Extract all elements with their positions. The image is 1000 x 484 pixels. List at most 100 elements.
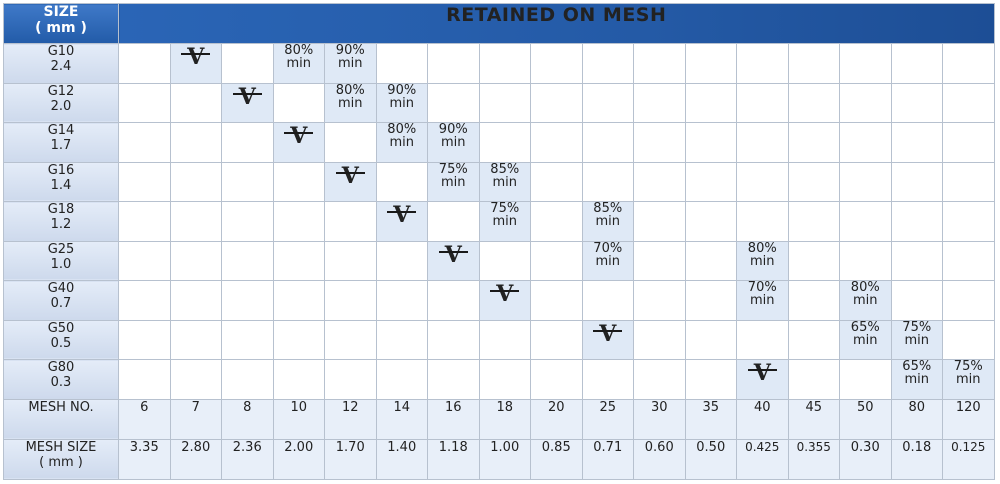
empty-cell <box>890 122 943 163</box>
empty-cell <box>942 82 995 123</box>
retention-value-cell: 65% min <box>890 359 943 400</box>
retention-qualifier: min <box>492 174 517 190</box>
empty-cell <box>478 359 531 400</box>
empty-cell <box>118 82 171 123</box>
mesh-number-cell: 10 <box>272 398 325 440</box>
retention-percent: 80% <box>387 122 417 137</box>
empty-cell <box>633 201 686 242</box>
empty-cell <box>375 240 428 281</box>
empty-cell <box>478 240 531 281</box>
grade-label-cell: G14 1.7 <box>3 122 119 163</box>
mesh-size-cell: 0.30 <box>839 438 892 480</box>
check-mark-cell: V <box>427 240 480 281</box>
empty-cell <box>118 240 171 281</box>
retention-value-cell: 75% min <box>942 359 995 400</box>
empty-cell <box>272 161 325 202</box>
retention-percent: 75% <box>490 201 520 216</box>
empty-cell <box>530 122 583 163</box>
grade-name: G12 <box>47 83 75 99</box>
empty-cell <box>633 359 686 400</box>
grade-size: 2.4 <box>50 59 72 74</box>
grade-name: G14 <box>47 123 75 138</box>
mesh-retention-table: SIZE ( mm ) RETAINED ON MESH G10 2.4 V 80% m… <box>3 3 995 480</box>
empty-cell <box>169 240 222 281</box>
retention-qualifier: min <box>955 372 981 387</box>
empty-cell <box>684 319 737 360</box>
grade-name: G25 <box>47 241 75 257</box>
size-header-label: SIZE <box>43 4 79 20</box>
empty-cell <box>942 161 995 202</box>
retention-qualifier: min <box>389 135 414 150</box>
empty-cell <box>684 122 737 163</box>
grade-label-cell: G18 1.2 <box>3 201 119 242</box>
empty-cell <box>736 201 789 242</box>
mesh-size-row: MESH SIZE( mm ) 3.35 2.80 2.36 2.00 1.70 1.40 1… <box>3 438 995 480</box>
grade-row-g14: G14 1.7 V 80% min 90% min <box>3 122 995 163</box>
grade-name: G10 <box>47 44 75 59</box>
empty-cell <box>633 240 686 281</box>
empty-cell <box>324 359 377 400</box>
mesh-size-cell: 1.40 <box>375 438 428 480</box>
check-mark-cell: V <box>272 122 325 163</box>
empty-cell <box>581 122 634 163</box>
empty-cell <box>839 240 892 281</box>
empty-cell <box>324 240 377 281</box>
retention-percent: 90% <box>438 122 468 137</box>
empty-cell <box>221 43 274 84</box>
empty-cell <box>427 43 480 84</box>
retention-qualifier: min <box>595 253 620 269</box>
empty-cell <box>530 161 583 202</box>
empty-cell <box>478 122 531 163</box>
empty-cell <box>427 82 480 123</box>
empty-cell <box>581 161 634 202</box>
header-row: SIZE ( mm ) RETAINED ON MESH <box>3 3 995 44</box>
empty-cell <box>427 280 480 321</box>
mesh-number-cell: 20 <box>530 398 583 440</box>
empty-cell <box>736 122 789 163</box>
empty-cell <box>633 280 686 321</box>
empty-cell <box>942 201 995 242</box>
check-mark-icon: V <box>438 241 468 268</box>
empty-cell <box>736 319 789 360</box>
empty-cell <box>839 161 892 202</box>
retention-value-cell: 85% min <box>581 201 634 242</box>
mesh-number-cell: 25 <box>581 398 634 440</box>
check-mark-cell: V <box>324 161 377 202</box>
empty-cell <box>221 319 274 360</box>
empty-cell <box>427 319 480 360</box>
empty-cell <box>839 82 892 123</box>
mesh-size-cell: 0.71 <box>581 438 634 480</box>
empty-cell <box>530 280 583 321</box>
mesh-number-cell: 35 <box>684 398 737 440</box>
empty-cell <box>324 201 377 242</box>
empty-cell <box>633 122 686 163</box>
size-header-cell: SIZE ( mm ) <box>3 3 119 44</box>
empty-cell <box>169 201 222 242</box>
empty-cell <box>839 201 892 242</box>
empty-cell <box>736 43 789 84</box>
retention-value-cell: 85% min <box>478 161 531 202</box>
empty-cell <box>118 319 171 360</box>
grade-row-g80: G80 0.3 V 65% min 75% min <box>3 359 995 400</box>
mesh-number-row: MESH NO. 6 7 8 10 12 14 16 18 20 25 30 35 40 45 50 80 120 <box>3 398 995 440</box>
mesh-size-unit: ( mm ) <box>39 454 83 470</box>
mesh-number-cell: 14 <box>375 398 428 440</box>
retention-value-cell: 75% min <box>890 319 943 360</box>
empty-cell <box>118 161 171 202</box>
retention-value-cell: 80% min <box>375 122 428 163</box>
retention-qualifier: min <box>852 332 878 348</box>
check-mark-cell: V <box>375 201 428 242</box>
mesh-number-cell: 50 <box>839 398 892 440</box>
empty-cell <box>530 240 583 281</box>
retention-percent: 70% <box>593 240 623 256</box>
mesh-size-cell: 0.355 <box>787 438 840 480</box>
retention-percent: 80% <box>850 280 880 295</box>
grade-size: 1.7 <box>50 138 72 153</box>
mesh-number-cell: 120 <box>942 398 995 440</box>
retention-qualifier: min <box>852 293 878 308</box>
mesh-size-cell: 0.50 <box>684 438 737 480</box>
empty-cell <box>272 82 325 123</box>
empty-cell <box>375 359 428 400</box>
retention-value-cell: 75% min <box>478 201 531 242</box>
retention-qualifier: min <box>904 372 929 387</box>
